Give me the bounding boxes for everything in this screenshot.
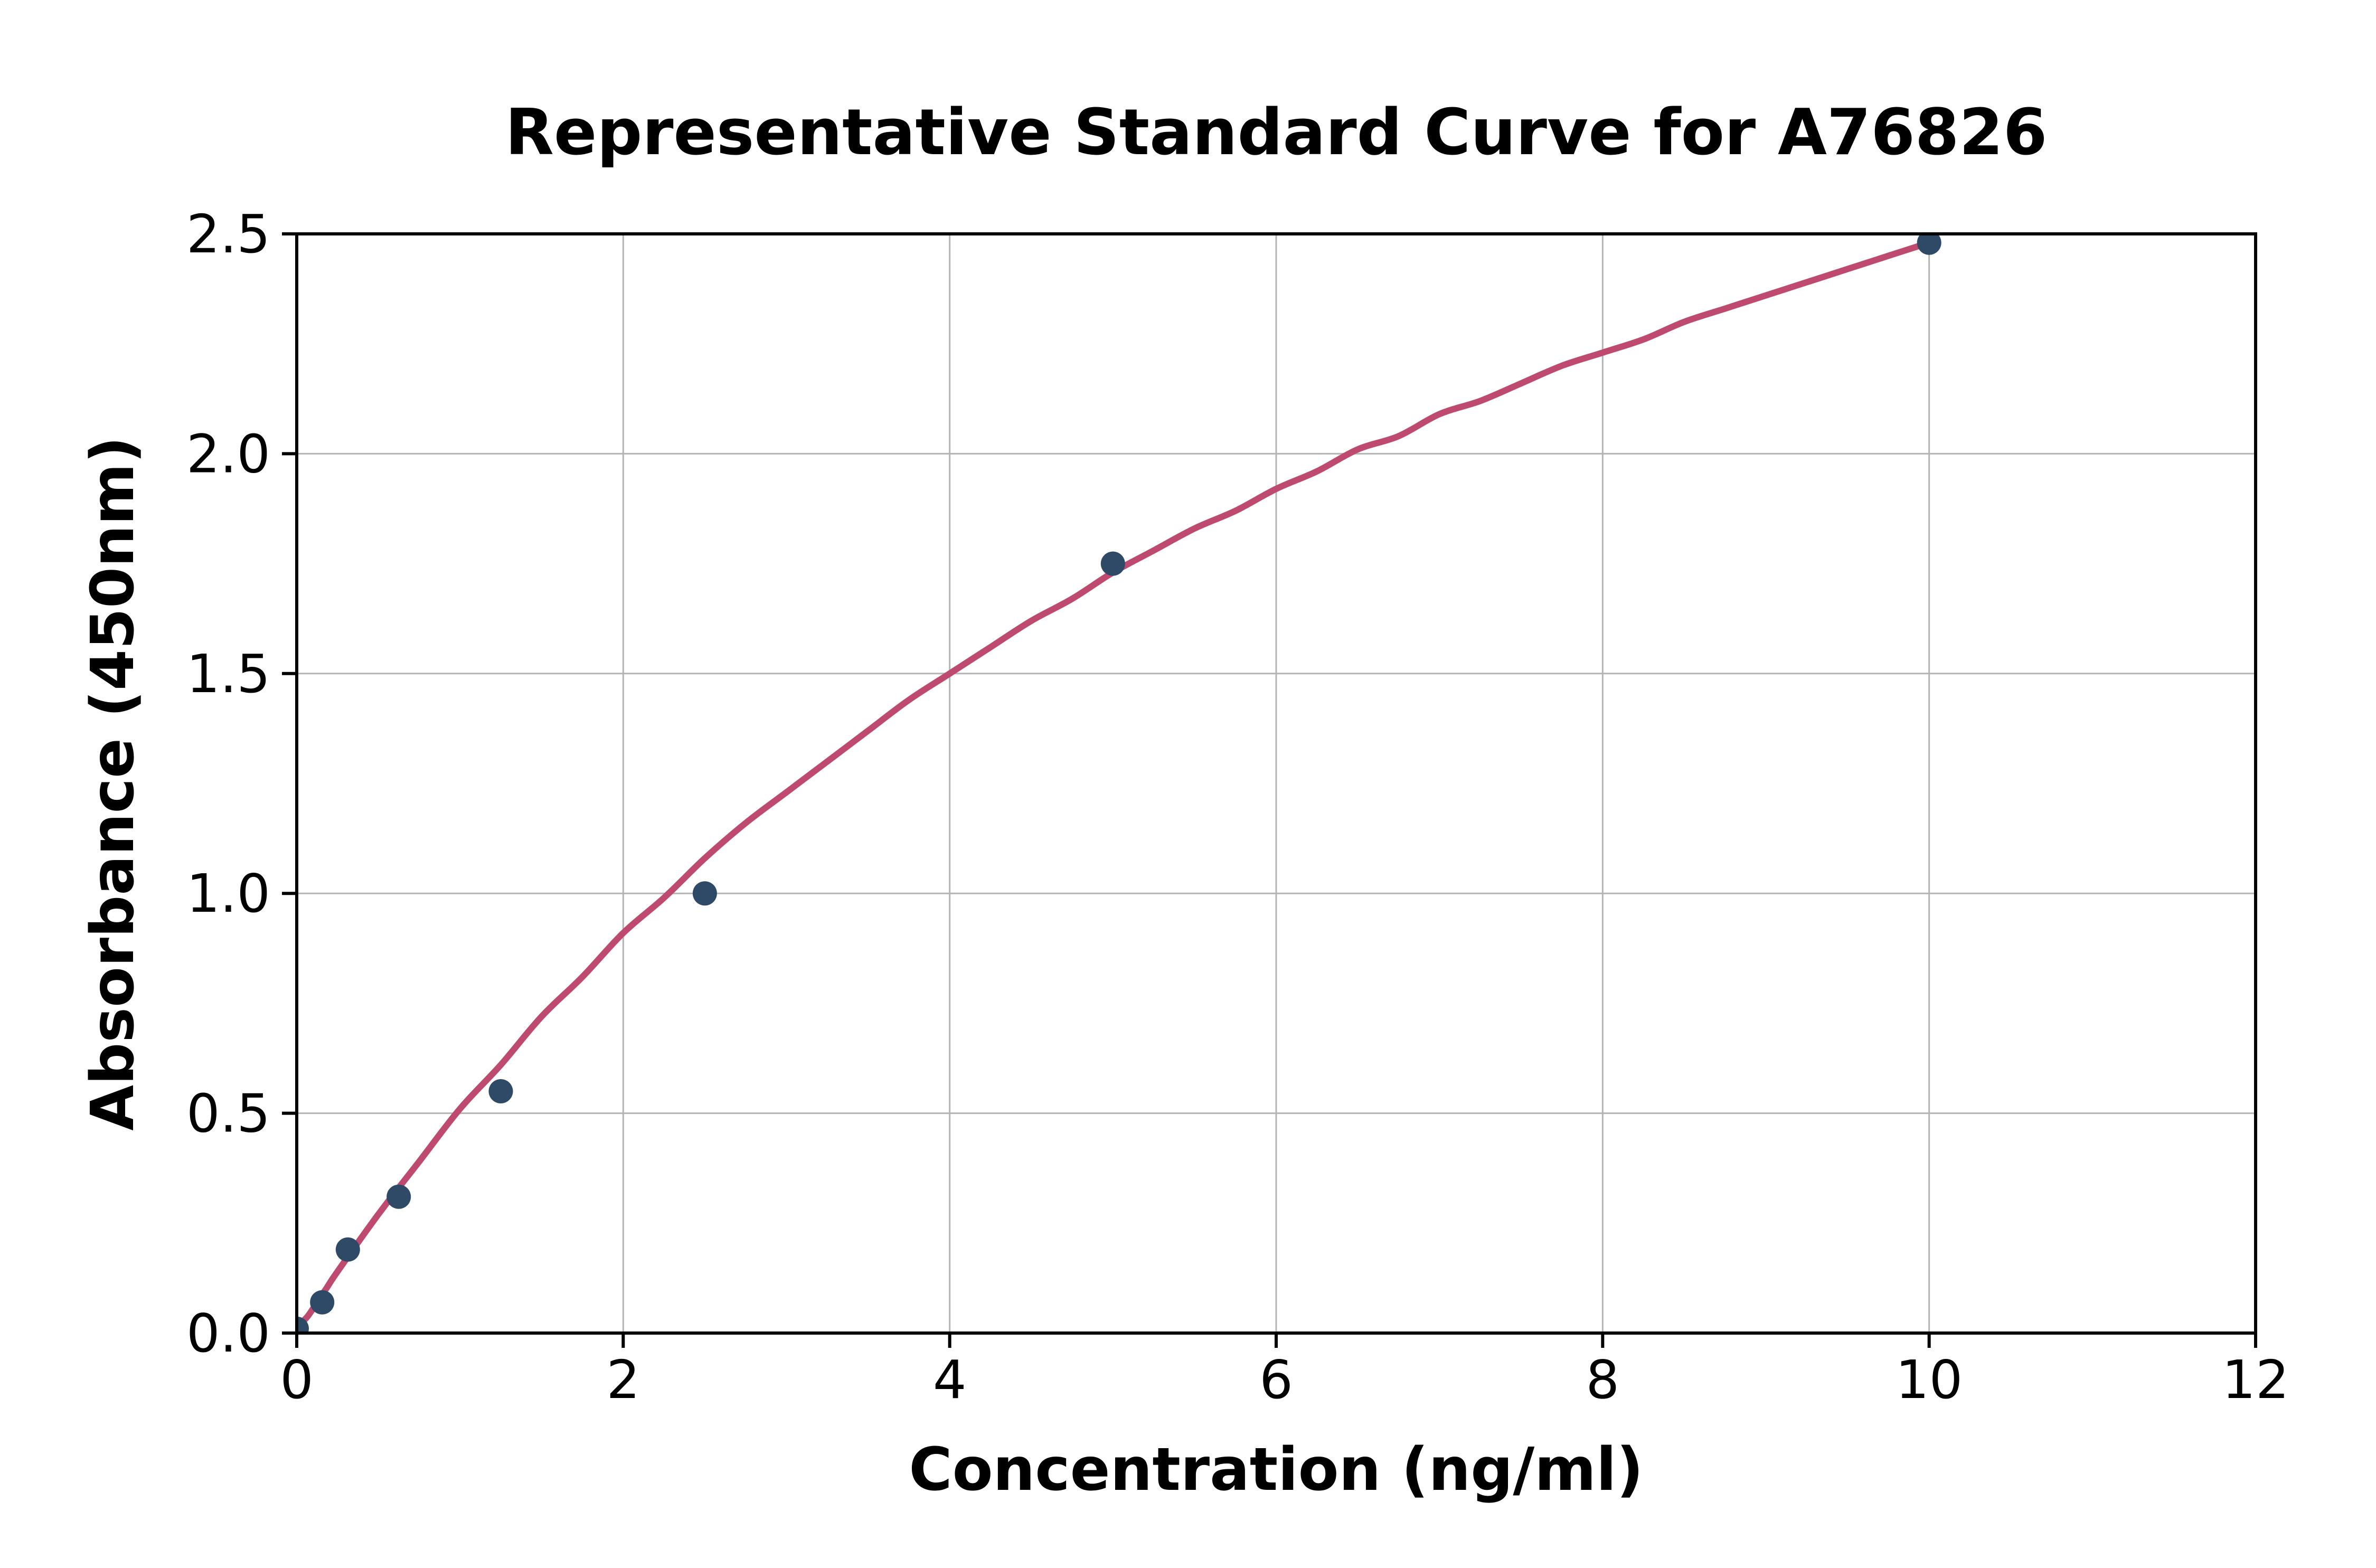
chart-title: Representative Standard Curve for A76826 <box>505 96 2048 169</box>
y-tick-label: 1.0 <box>186 863 270 924</box>
x-tick-label: 12 <box>2222 1349 2289 1411</box>
x-tick-label: 8 <box>1586 1349 1620 1411</box>
data-point <box>488 1079 513 1103</box>
fit-curve-layer <box>297 239 1932 1330</box>
axis-ticks <box>282 232 2257 1348</box>
data-point <box>297 1316 309 1333</box>
x-tick-label: 6 <box>1259 1349 1293 1411</box>
data-point <box>692 881 717 906</box>
x-tick-label: 2 <box>607 1349 640 1411</box>
y-tick-label: 2.5 <box>186 203 270 265</box>
data-point <box>335 1237 360 1262</box>
data-point <box>1917 234 1941 255</box>
x-tick-label: 0 <box>280 1349 314 1411</box>
fit-curve <box>297 239 1932 1330</box>
y-tick-label: 0.5 <box>186 1083 270 1145</box>
gridlines <box>297 234 2256 1333</box>
plot-frame <box>295 232 2257 1335</box>
y-axis-label: Absorbance (450nm) <box>79 436 147 1130</box>
data-point <box>1100 551 1125 576</box>
plot-border <box>295 232 2257 1335</box>
y-tick-label: 0.0 <box>186 1302 270 1364</box>
x-axis-label: Concentration (ng/ml) <box>909 1435 1643 1504</box>
data-point <box>386 1184 411 1209</box>
y-tick-label: 1.5 <box>186 643 270 705</box>
y-tick-label: 2.0 <box>186 423 270 485</box>
x-tick-label: 4 <box>933 1349 967 1411</box>
data-point <box>310 1290 335 1315</box>
tick-labels: 0 2 4 6 8 10 12 0.0 0.5 1.0 1.5 2.0 2.5 <box>186 203 2289 1411</box>
x-tick-label: 10 <box>1896 1349 1963 1411</box>
data-points-layer <box>297 234 1941 1333</box>
